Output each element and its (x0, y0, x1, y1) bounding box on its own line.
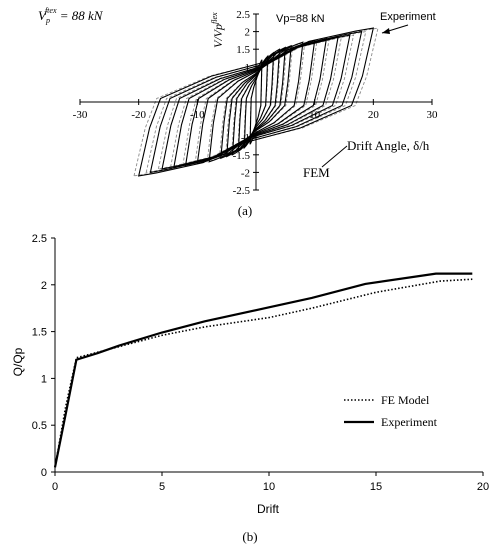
a-y-tick-label: 2.5 (236, 9, 250, 21)
a-y-ticks: 2.5 2 1.5 1 -1 -1.5 -2 -2.5 (233, 9, 259, 197)
a-y-tick-label: -2 (241, 167, 250, 179)
fem-loop (157, 34, 355, 170)
a-x-tick-label: -20 (131, 109, 146, 121)
a-ylabel: V/Vpflex (210, 12, 225, 48)
experiment-loop (208, 41, 304, 163)
a-annotation-left-sup: ftex (45, 6, 57, 15)
a-x-tick-label: -30 (73, 109, 88, 121)
a-xlabel: Drift Angle, δ/h (347, 138, 430, 153)
a-x-tick-label: 10 (309, 109, 321, 121)
hysteresis-chart: -30 -20 -10 10 20 30 2.521.51-1-1.5-2-2.5 Vpf… (38, 6, 438, 218)
b-y-tick-label: 1.5 (32, 327, 47, 339)
a-annotation-experiment: Experiment (380, 11, 436, 23)
legend-fe-model-label: FE Model (381, 393, 430, 407)
hysteresis-loops (133, 27, 379, 177)
b-x-tick-label: 5 (159, 481, 165, 493)
b-legend: FE Model Experiment (344, 393, 438, 429)
b-x-tick-label: 15 (370, 481, 382, 493)
a-x-tick-label: 30 (427, 109, 439, 121)
a-ylabel-sup: flex (210, 12, 219, 24)
b-y-ticks: 0 0.5 1 1.5 2 2.5 (32, 233, 55, 479)
a-annotation-left-rest: = 88 kN (57, 8, 104, 23)
backbone-chart: 0 5 10 15 20 0 0.5 1 1.5 2 2.5 Q/Qp Drift (b) FE … (11, 233, 489, 544)
b-y-tick-label: 2.5 (32, 233, 47, 245)
a-annotation-fem: FEM (303, 165, 330, 180)
b-y-tick-label: 2 (41, 280, 47, 292)
b-ylabel-group: Q/Qp (11, 347, 25, 376)
b-xlabel: Drift (257, 502, 280, 516)
a-x-tick-label: 20 (368, 109, 380, 121)
a-x-tick-label: -10 (190, 109, 205, 121)
a-x-ticks: -30 -20 -10 10 20 30 (73, 99, 438, 121)
b-x-ticks: 0 5 10 15 20 (52, 472, 489, 493)
a-ylabel-group: V/Vpflex (210, 12, 225, 48)
series-experiment-line (53, 272, 473, 468)
b-panel-label: (b) (242, 529, 257, 544)
series-fe-model-line (54, 278, 473, 468)
a-annotation-center: Vp=88 kN (276, 13, 325, 25)
a-y-tick-label: -1 (241, 132, 250, 144)
fem-loop (206, 41, 306, 163)
a-experiment-arrowhead (382, 28, 390, 34)
b-y-tick-label: 0.5 (32, 420, 47, 432)
a-y-tick-label: 2 (245, 27, 251, 39)
a-annotation-left-main: V (38, 8, 48, 23)
legend-experiment-label: Experiment (381, 415, 438, 429)
fem-loop (224, 46, 288, 158)
a-fem-arrow (321, 145, 348, 168)
b-x-tick-label: 20 (477, 481, 489, 493)
a-y-tick-label: -1.5 (233, 150, 251, 162)
b-ylabel: Q/Qp (11, 347, 25, 376)
experiment-loop (149, 30, 363, 174)
a-annotation-left: Vpftex = 88 kN (38, 6, 104, 25)
b-x-tick-label: 0 (52, 481, 58, 493)
experiment-loop (231, 48, 281, 156)
b-y-tick-label: 1 (41, 373, 47, 385)
b-x-tick-label: 10 (263, 481, 275, 493)
b-y-tick-label: 0 (41, 467, 47, 479)
a-y-tick-label: 1 (245, 62, 251, 74)
b-series-group (53, 272, 473, 468)
a-panel-label: (a) (238, 203, 252, 218)
experiment-loop (249, 59, 263, 145)
a-y-tick-label: 1.5 (236, 44, 250, 56)
a-ylabel-main: V/Vp (211, 24, 225, 48)
a-y-tick-label: -2.5 (233, 185, 251, 197)
experiment-loop (137, 27, 375, 177)
a-annotation-left-sub: p (45, 16, 50, 25)
